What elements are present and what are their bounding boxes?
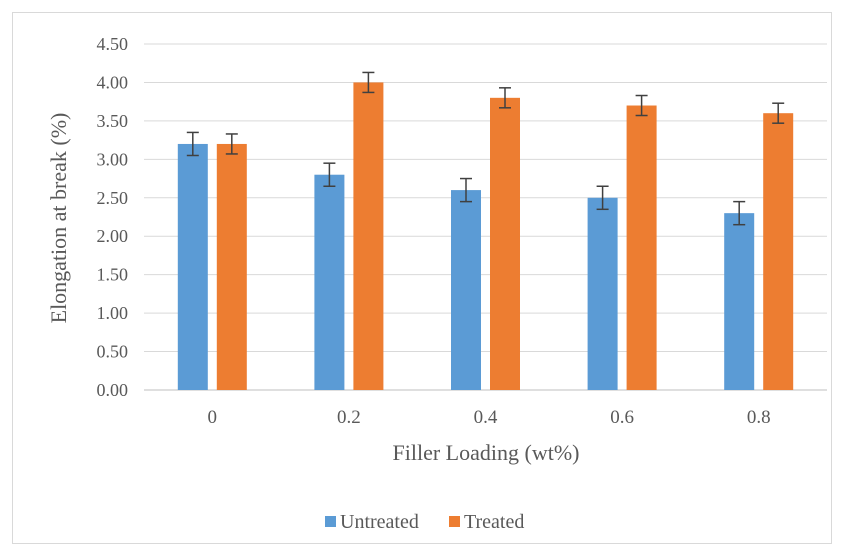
- x-tick-label: 0.4: [474, 407, 498, 428]
- y-tick-label: 2.50: [97, 188, 129, 208]
- error-bar: [362, 71, 375, 94]
- y-tick-label: 3.50: [97, 111, 129, 131]
- gridlines: [144, 43, 827, 391]
- error-bars: [186, 71, 785, 226]
- y-tick-label: 1.50: [97, 265, 129, 285]
- y-tick-label: 3.00: [97, 149, 129, 169]
- x-tick-label: 0.8: [747, 407, 771, 428]
- chart-frame: [12, 12, 832, 544]
- bar-untreated-0.6: [587, 197, 618, 390]
- bar-treated-0.2: [353, 82, 384, 390]
- bar-treated-0.8: [763, 113, 794, 390]
- legend-swatch-treated: [449, 516, 460, 527]
- legend-swatch-untreated: [325, 516, 336, 527]
- y-tick-label: 0.50: [97, 342, 129, 362]
- legend-label-untreated: Untreated: [340, 511, 419, 533]
- y-tick-label: 1.00: [97, 303, 129, 323]
- x-tick-label: 0.6: [610, 407, 634, 428]
- error-bar: [635, 94, 648, 117]
- x-axis-title: Filler Loading (wt%): [393, 440, 580, 465]
- y-axis-title: Elongation at break (%): [46, 113, 71, 324]
- error-bar: [225, 133, 238, 155]
- y-axis-ticks: 0.00 0.50 1.00 1.50 2.00 2.50 3.00 3.50 4.00 4.50: [97, 34, 129, 400]
- bar-untreated-0.2: [314, 174, 345, 390]
- bar-treated-0.6: [626, 105, 657, 390]
- bar-untreated-0.4: [451, 190, 481, 390]
- error-bar: [733, 200, 746, 226]
- y-tick-label: 4.50: [97, 34, 129, 54]
- x-axis-ticks: 0 0.2 0.4 0.6 0.8: [208, 407, 771, 428]
- legend-label-treated: Treated: [464, 511, 524, 533]
- legend: Untreated Treated: [325, 511, 524, 533]
- y-tick-label: 4.00: [97, 72, 129, 92]
- error-bar: [499, 87, 511, 109]
- bar-treated-0: [216, 143, 247, 390]
- error-bar: [460, 177, 472, 203]
- bar-treated-0.4: [490, 97, 520, 391]
- error-bar: [323, 162, 336, 187]
- bar-untreated-0.8: [724, 213, 755, 390]
- x-tick-label: 0.2: [337, 407, 361, 428]
- error-bar: [186, 131, 199, 157]
- error-bar: [596, 185, 609, 211]
- y-tick-label: 0.00: [97, 380, 129, 400]
- error-bar: [772, 102, 785, 124]
- bars: [177, 82, 794, 391]
- y-tick-label: 2.00: [97, 226, 129, 246]
- x-tick-label: 0: [208, 407, 218, 428]
- bar-untreated-0: [177, 143, 208, 390]
